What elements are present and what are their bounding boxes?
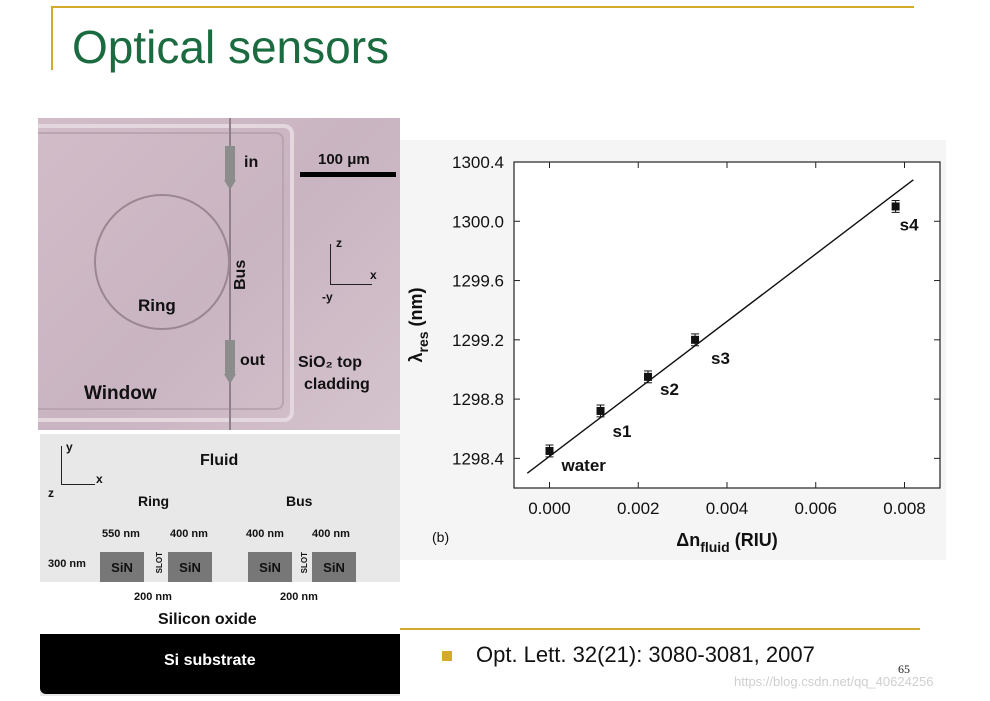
bus-waveguide	[229, 118, 231, 430]
xsec-axis-y-label: y	[66, 440, 73, 454]
y-tick-label: 1298.8	[452, 390, 504, 409]
dim-400-ring-label: 400 nm	[170, 528, 208, 540]
y-tick-label: 1298.4	[452, 449, 504, 468]
panel-label: (b)	[432, 529, 449, 545]
window-frame	[38, 124, 294, 422]
x-axis-label: Δnfluid (RIU)	[676, 530, 777, 555]
plot-frame	[513, 161, 941, 489]
page-number: 65	[898, 662, 910, 676]
ring-slot-label: SLOT	[155, 552, 164, 574]
data-point	[644, 372, 653, 381]
xsec-x-axis-line	[61, 484, 95, 485]
silicon-oxide-layer	[40, 582, 400, 636]
silicon-oxide-label: Silicon oxide	[158, 611, 257, 628]
cladding-label-line2: cladding	[304, 376, 370, 393]
ring-group-label: Ring	[138, 493, 170, 509]
input-arrow-shaft	[225, 146, 235, 180]
bottom-accent-rule	[400, 628, 920, 630]
y-tick-label: 1299.6	[452, 272, 504, 291]
ring-resonator-micrograph: in out Bus Ring Window 100 μm SiO₂ top c…	[38, 118, 400, 430]
dim-400-bus-left-label: 400 nm	[246, 528, 284, 540]
bus-slot-label: SLOT	[300, 552, 309, 574]
citation-bullet	[442, 651, 452, 661]
bus-sin-left: SiN	[248, 552, 292, 582]
xsec-axis-z-label: z	[48, 486, 54, 500]
output-arrow-head	[224, 374, 236, 384]
x-tick-label: 0.002	[617, 499, 660, 518]
point-label: s3	[711, 349, 730, 368]
ring-gap-label: 200 nm	[134, 591, 172, 603]
point-label: s2	[660, 380, 679, 399]
ring-sin-left: SiN	[100, 552, 144, 582]
ring-sin-right: SiN	[168, 552, 212, 582]
axis-neg-y-label: -y	[322, 290, 333, 304]
xsec-y-axis-line	[61, 446, 62, 484]
top-accent-rule	[52, 6, 914, 8]
point-label: s4	[900, 215, 919, 234]
x-tick-label: 0.000	[528, 499, 571, 518]
input-arrow-head	[224, 180, 236, 190]
x-axis-line	[330, 284, 372, 285]
bus-gap-label: 200 nm	[280, 591, 318, 603]
output-arrow-shaft	[225, 340, 235, 374]
y-tick-label: 1300.0	[452, 212, 504, 231]
ring-label: Ring	[138, 296, 176, 315]
point-label: water	[561, 456, 607, 475]
watermark-text: https://blog.csdn.net/qq_40624256	[734, 674, 934, 689]
axis-x-label: x	[370, 268, 377, 282]
left-accent-rule	[51, 6, 53, 70]
window-inner-frame	[38, 132, 284, 410]
x-tick-label: 0.006	[794, 499, 837, 518]
fluid-label: Fluid	[200, 452, 239, 469]
bus-group-label: Bus	[286, 493, 313, 509]
dim-550-label: 550 nm	[102, 528, 140, 540]
si-substrate-label: Si substrate	[164, 652, 256, 669]
data-point	[596, 406, 605, 415]
ring-resonator	[94, 194, 230, 330]
resonance-shift-plot: 0.000 0.002 0.004 0.006 0.008 1298.4 1298.8 129…	[406, 153, 941, 555]
window-label: Window	[84, 383, 157, 404]
bus-label: Bus	[232, 259, 249, 290]
citation-text: Opt. Lett. 32(21): 3080-3081, 2007	[476, 642, 815, 667]
data-point	[691, 335, 700, 344]
cladding-label-line1: SiO₂ top	[298, 354, 362, 371]
dim-300-label: 300 nm	[48, 558, 86, 570]
input-label: in	[244, 154, 259, 171]
y-axis-label: λres (nm)	[406, 287, 431, 362]
bus-sin-right: SiN	[312, 552, 356, 582]
axis-z-label: z	[336, 236, 342, 250]
scale-bar	[300, 172, 396, 177]
resonance-shift-chart: 0.000 0.002 0.004 0.006 0.008 1298.4 1298.8 129…	[400, 140, 946, 560]
dim-400-bus-right-label: 400 nm	[312, 528, 350, 540]
waveguide-cross-section: y x z Fluid Ring Bus 550 nm 400 nm 400 n…	[40, 434, 400, 696]
data-point	[545, 446, 554, 455]
xsec-axis-x-label: x	[96, 472, 103, 486]
scale-bar-label: 100 μm	[318, 151, 370, 168]
data-point	[891, 202, 900, 211]
point-label: s1	[613, 422, 632, 441]
y-tick-label: 1299.2	[452, 331, 504, 350]
linear-fit-line	[526, 179, 914, 474]
slide-title: Optical sensors	[72, 21, 390, 73]
output-label: out	[240, 352, 265, 369]
z-axis-line	[330, 244, 331, 284]
y-tick-label: 1300.4	[452, 153, 504, 172]
x-tick-label: 0.008	[883, 499, 926, 518]
x-tick-label: 0.004	[706, 499, 749, 518]
si-substrate-layer	[40, 634, 400, 694]
